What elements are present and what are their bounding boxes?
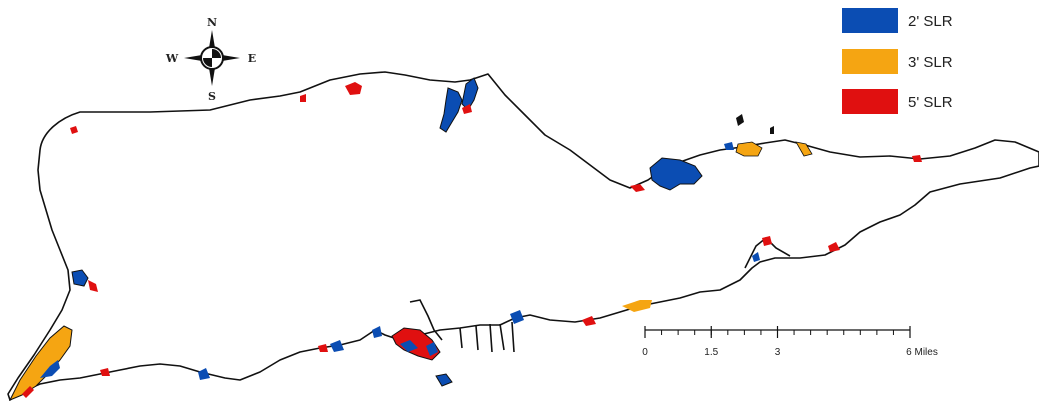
north-cay	[736, 114, 744, 126]
scale-label-3: 6 Miles	[906, 347, 938, 358]
north-cove-red-1	[345, 82, 362, 95]
compass-letter-w: W	[165, 52, 179, 65]
north-west-red	[70, 126, 78, 134]
south-pier-docks	[459, 321, 515, 353]
legend-swatch-5ft	[842, 89, 898, 114]
legend-swatch-2ft	[842, 8, 898, 33]
south-blue-2	[198, 368, 210, 380]
legend: 2' SLR 3' SLR 5' SLR	[842, 8, 953, 114]
north-east-red-1	[912, 155, 922, 162]
north-bay-red	[630, 184, 645, 192]
scale-label-1: 1.5	[704, 347, 718, 358]
south-red-left	[318, 344, 328, 352]
north-inlet-blue	[439, 87, 463, 133]
south-blue-left	[330, 340, 344, 352]
compass-letter-e: E	[248, 52, 256, 65]
scale-label-2: 3	[775, 347, 781, 358]
north-inlet-red	[462, 104, 472, 114]
west-spit-red	[22, 386, 34, 398]
north-east-orange-2	[795, 141, 813, 157]
north-cay-2	[770, 126, 774, 134]
compass-rose: N S E W	[165, 16, 256, 103]
legend-label-5ft: 5' SLR	[908, 94, 953, 111]
legend-swatch-3ft	[842, 49, 898, 74]
east-red-2	[828, 242, 840, 252]
scale-label-0: 0	[642, 347, 648, 358]
north-east-red-2	[300, 94, 306, 102]
south-red-1	[582, 316, 596, 326]
compass-center-quadrant-1	[212, 49, 221, 58]
south-blue-1	[510, 310, 524, 324]
legend-label-2ft: 2' SLR	[908, 13, 953, 30]
north-inlet-blue-2	[461, 77, 479, 111]
west-salt-pond	[71, 269, 89, 287]
west-spit-blue	[40, 360, 60, 378]
south-cay	[435, 373, 453, 387]
south-harbor-red	[391, 327, 441, 361]
south-orange-1	[622, 300, 652, 312]
west-salt-pond-red	[88, 280, 98, 292]
legend-label-3ft: 3' SLR	[908, 54, 953, 71]
compass-letter-n: N	[207, 16, 217, 29]
south-harbor-blue	[400, 340, 418, 352]
island-coastline	[7, 71, 1039, 401]
south-harbor-blue-2	[426, 342, 438, 356]
scale-bar-ticks	[644, 326, 911, 338]
compass-letter-s: S	[208, 90, 216, 103]
north-blue-small	[724, 142, 734, 150]
scale-bar: 0 1.5 3 6 Miles	[642, 326, 938, 358]
north-bay-blue	[649, 157, 703, 191]
south-red-2	[100, 368, 110, 376]
south-pier-outline	[409, 299, 443, 341]
west-spit	[8, 325, 73, 401]
east-bay-blue	[752, 252, 760, 262]
south-blue-3	[372, 326, 382, 338]
north-east-orange-1	[735, 141, 763, 157]
east-bay-red	[762, 236, 772, 246]
compass-center-quadrant-2	[203, 58, 212, 67]
